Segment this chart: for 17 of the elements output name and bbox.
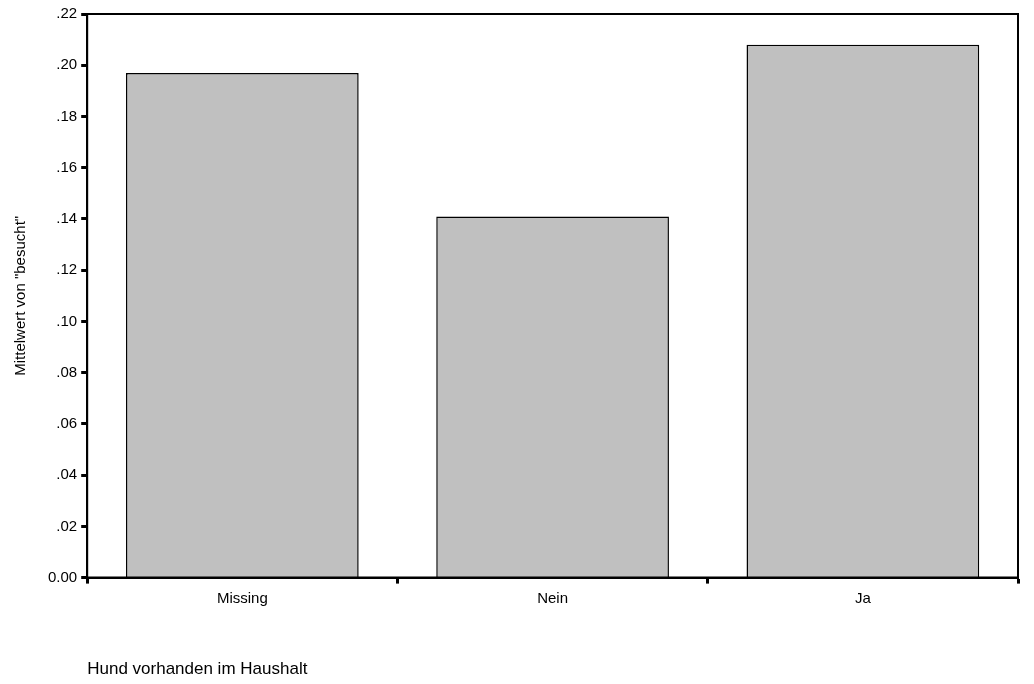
y-tick-label: .08 [56, 362, 78, 380]
y-tick-label: .14 [56, 209, 78, 227]
y-tick-label: .20 [56, 55, 78, 73]
y-tick-label: 0.00 [47, 567, 78, 585]
y-tick-label: .16 [56, 157, 78, 175]
y-tick-label: .22 [56, 4, 78, 22]
y-tick-label: .02 [56, 516, 78, 534]
y-tick-label: .10 [56, 311, 78, 329]
y-tick-label: .18 [56, 106, 78, 124]
x-tick-label: Missing [216, 588, 268, 606]
y-tick-label: .04 [56, 465, 78, 483]
x-tick-label: Nein [537, 588, 569, 606]
y-axis-title: Mittelwert von "besucht" [11, 215, 29, 376]
x-axis-title: Hund vorhanden im Haushalt [87, 659, 308, 679]
x-tick-label: Ja [854, 588, 872, 606]
y-tick-label: .12 [56, 260, 78, 278]
y-tick-label: .06 [56, 414, 78, 432]
